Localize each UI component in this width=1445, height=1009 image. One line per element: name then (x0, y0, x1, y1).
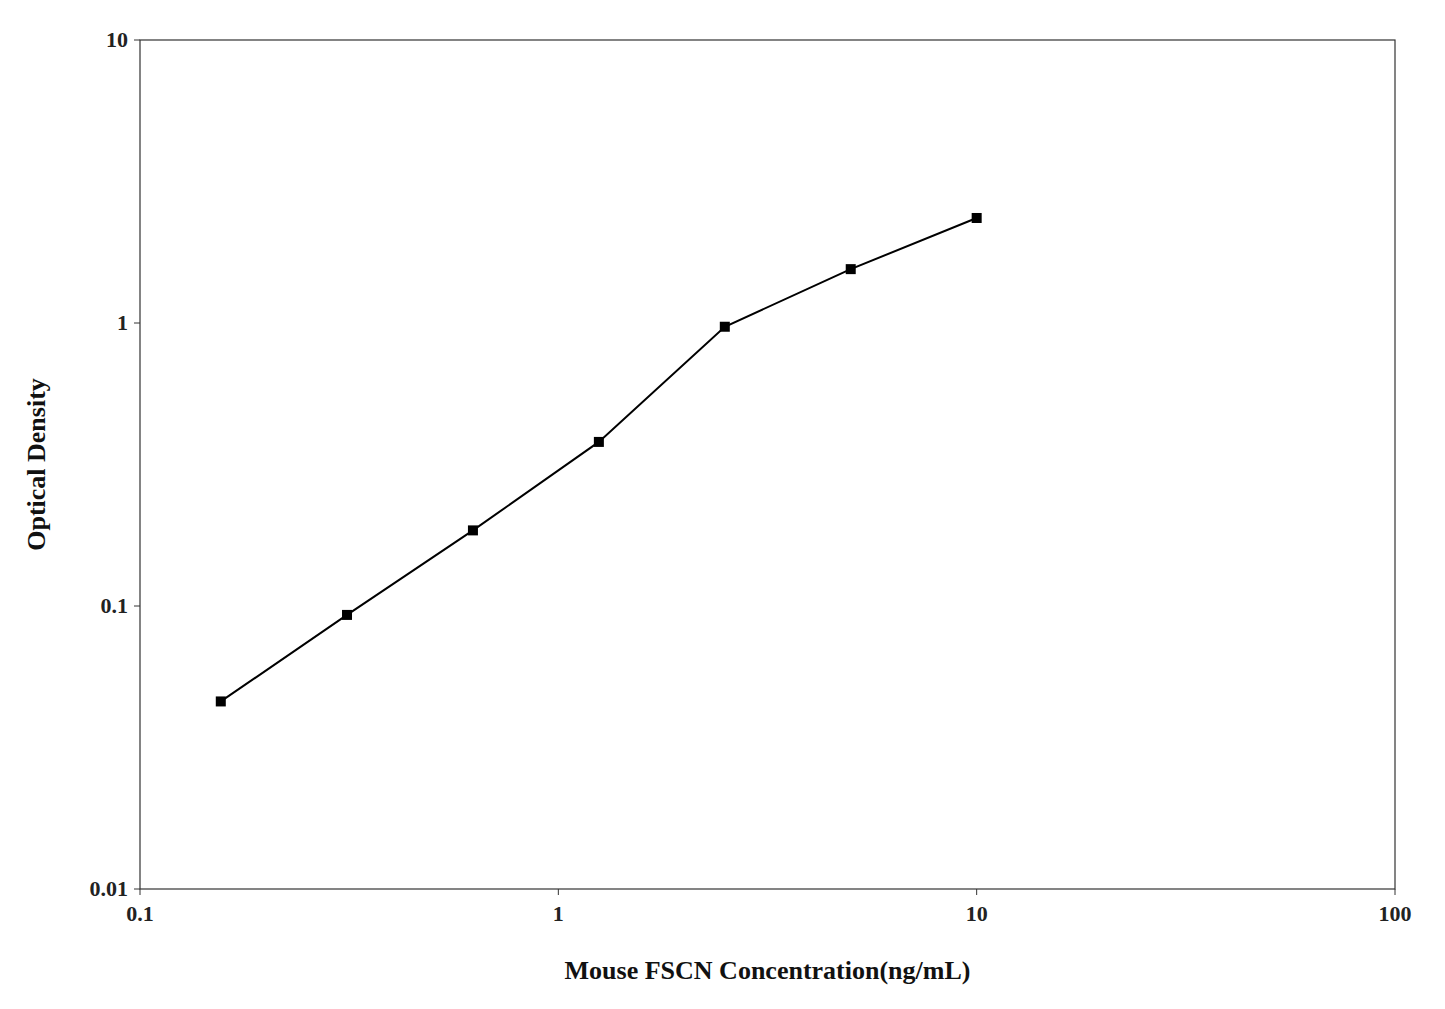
marker (216, 696, 226, 706)
y-tick-label: 0.1 (101, 593, 129, 618)
marker (846, 264, 856, 274)
x-tick-label: 1 (553, 901, 564, 926)
line (221, 218, 977, 701)
data-group (216, 213, 982, 706)
y-tick (134, 40, 140, 41)
y-tick (134, 323, 140, 324)
chart: 0.11101000.010.1110Mouse FSCN Concentrat… (0, 0, 1445, 1009)
marker (342, 610, 352, 620)
x-tick (558, 889, 559, 895)
y-tick (134, 889, 140, 890)
x-tick-label: 0.1 (126, 901, 154, 926)
y-tick-label: 0.01 (90, 876, 129, 901)
marker (468, 525, 478, 535)
y-tick-label: 10 (106, 27, 128, 52)
x-tick-label: 100 (1379, 901, 1412, 926)
x-tick (1395, 889, 1396, 895)
y-axis-label: Optical Density (22, 378, 51, 551)
x-tick (976, 889, 977, 895)
x-tick (140, 889, 141, 895)
marker (720, 322, 730, 332)
x-tick-label: 10 (966, 901, 988, 926)
plot-frame (140, 40, 1395, 889)
marker (594, 437, 604, 447)
marker (972, 213, 982, 223)
x-axis-label: Mouse FSCN Concentration(ng/mL) (565, 956, 971, 985)
y-tick (134, 606, 140, 607)
y-tick-label: 1 (117, 310, 128, 335)
